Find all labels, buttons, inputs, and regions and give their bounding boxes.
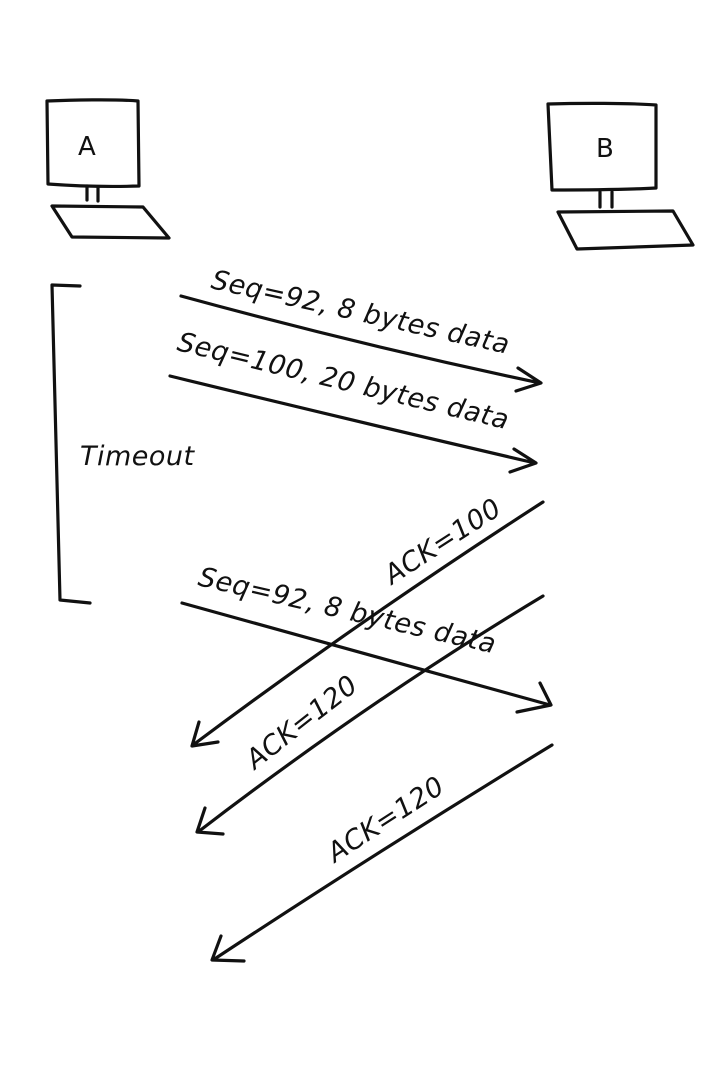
timeout-label: Timeout (80, 441, 196, 472)
message-arrow-seq92 (179, 294, 543, 393)
message-arrow-seq92-retransmit (180, 601, 553, 714)
message-arrow-ack120-first (195, 594, 545, 836)
host-a-computer-icon (45, 98, 171, 240)
message-label-seq92-retransmit: Seq=92, 8 bytes data (195, 562, 499, 661)
host-b-label: B (596, 134, 614, 164)
host-a-label: A (78, 132, 96, 162)
timeout-bracket (50, 283, 92, 605)
message-arrow-seq100 (168, 374, 538, 474)
message-arrow-ack100 (190, 500, 545, 748)
message-arrow-ack120-second (210, 743, 554, 963)
host-b-computer-icon (546, 101, 695, 251)
message-label-ack100: ACK=100 (377, 493, 507, 592)
